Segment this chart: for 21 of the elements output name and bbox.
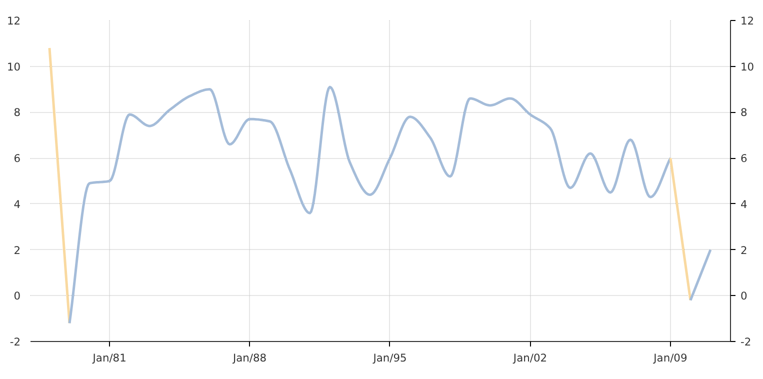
y2-tick-label: 4 — [14, 198, 21, 211]
y2-tick-label: 8 — [14, 106, 21, 120]
y-tick-label: 10 — [740, 60, 754, 74]
x-tick-label: Jan/02 — [512, 352, 548, 364]
x-tick-label: Jan/88 — [232, 352, 267, 364]
x-tick-label: Jan/95 — [372, 352, 407, 364]
y-tick-label: -2 — [740, 336, 752, 348]
y2-tick-label: 12 — [6, 14, 21, 28]
y-tick-label: 0 — [740, 290, 748, 303]
y-tick-label: 4 — [740, 198, 748, 211]
y-tick-label: 8 — [740, 106, 748, 120]
y-tick-label: 12 — [740, 14, 754, 28]
y2-tick-label: -2 — [10, 336, 21, 348]
y2-tick-label: 2 — [14, 244, 20, 257]
x-tick-label: Jan/81 — [92, 352, 126, 364]
y-tick-label: 2 — [740, 244, 748, 257]
y2-tick-label: 10 — [6, 60, 21, 74]
y2-tick-label: 6 — [14, 152, 21, 166]
y-tick-label: 6 — [740, 152, 748, 166]
y2-tick-label: 0 — [14, 290, 21, 303]
x-tick-label: Jan/09 — [652, 352, 688, 364]
